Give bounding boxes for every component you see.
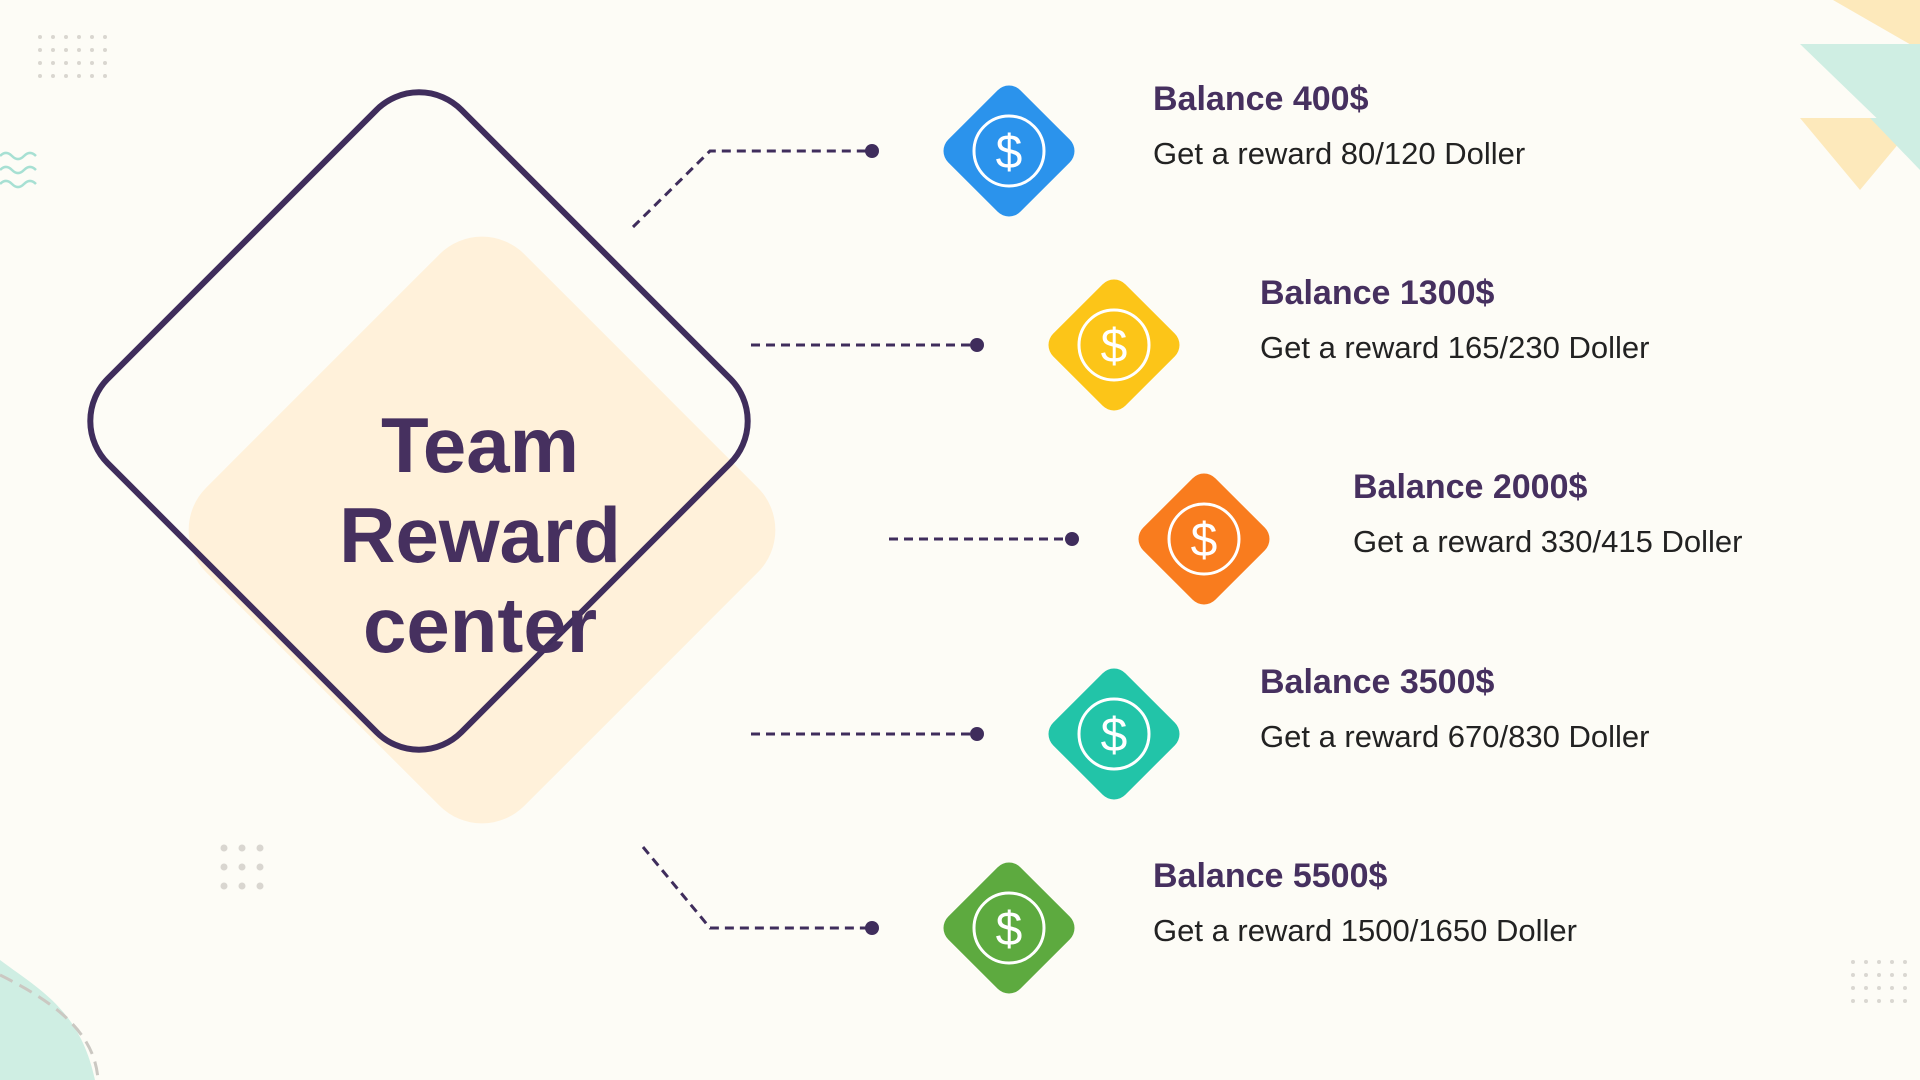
tier-text: Balance 2000$ Get a reward 330/415 Dolle…	[1353, 467, 1742, 561]
svg-text:$: $	[996, 126, 1023, 179]
connector-dot	[865, 144, 879, 158]
tier-title: Balance 400$	[1153, 80, 1369, 118]
dot-grid-top-left	[38, 35, 107, 78]
tier-text: Balance 400$ Get a reward 80/120 Doller	[1153, 79, 1525, 173]
tier-text: Balance 5500$ Get a reward 1500/1650 Dol…	[1153, 856, 1577, 950]
dot-grid-bottom-right	[1851, 960, 1907, 1003]
svg-text:$: $	[996, 903, 1023, 956]
title-line: Team	[381, 401, 579, 489]
dollar-circle-icon: $	[1048, 668, 1180, 800]
title-line: center	[362, 581, 598, 669]
svg-text:$: $	[1191, 514, 1218, 567]
tier-title: Balance 5500$	[1153, 857, 1388, 895]
tier-badge: $	[1121, 456, 1287, 622]
tier-badge: $	[1031, 262, 1197, 428]
connector-dot	[970, 338, 984, 352]
tier-title: Balance 1300$	[1260, 274, 1495, 312]
tier-badge: $	[1031, 651, 1197, 817]
dollar-circle-icon: $	[943, 85, 1075, 217]
tier-badge: $	[926, 845, 1092, 1011]
tier-title: Balance 3500$	[1260, 663, 1495, 701]
connector-dot	[865, 921, 879, 935]
center-diamond-shadow	[188, 236, 776, 824]
triangles-top-right	[1800, 0, 1920, 190]
dot-grid-lower-left	[220, 844, 264, 890]
tier-description: Get a reward 80/120 Doller	[1153, 136, 1526, 171]
dollar-circle-icon: $	[1138, 473, 1270, 605]
tier-title: Balance 2000$	[1353, 468, 1588, 506]
connector-line	[641, 846, 872, 930]
connector-dot	[970, 727, 984, 741]
title-line: Reward	[339, 491, 621, 579]
svg-text:$: $	[1101, 709, 1128, 762]
center-diamond-outline	[87, 89, 751, 753]
blob-bottom-left	[0, 960, 100, 1080]
dollar-circle-icon: $	[943, 862, 1075, 994]
diagram-title: Team Reward center	[290, 400, 670, 670]
tier-text: Balance 3500$ Get a reward 670/830 Dolle…	[1260, 662, 1649, 756]
connector-dot	[1065, 532, 1079, 546]
tier-badge: $	[926, 68, 1092, 234]
tier-description: Get a reward 670/830 Doller	[1260, 719, 1650, 754]
svg-text:$: $	[1101, 320, 1128, 373]
tier-description: Get a reward 165/230 Doller	[1260, 330, 1650, 365]
dollar-circle-icon: $	[1048, 279, 1180, 411]
tier-text: Balance 1300$ Get a reward 165/230 Dolle…	[1260, 273, 1649, 367]
connector-line	[631, 149, 872, 229]
wave-lines-left	[0, 151, 37, 189]
tier-description: Get a reward 1500/1650 Doller	[1153, 913, 1577, 948]
tier-description: Get a reward 330/415 Doller	[1353, 524, 1743, 559]
